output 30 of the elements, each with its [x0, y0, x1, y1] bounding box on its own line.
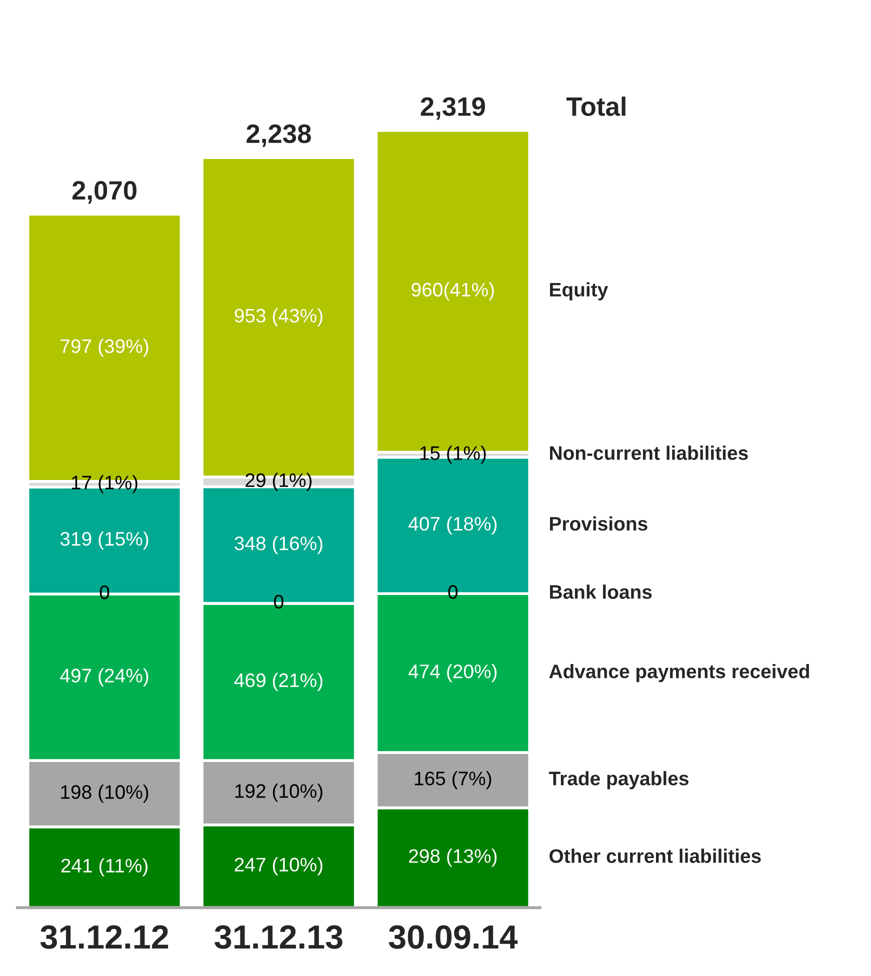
x-tick-label: 31.12.13: [214, 925, 342, 949]
data-label: 407 (18%): [408, 516, 497, 535]
total-label: 2,319: [420, 97, 485, 120]
data-label: 960(41%): [412, 282, 494, 300]
series-label: Bank loans: [550, 584, 652, 599]
data-label: 469 (21%): [234, 672, 322, 692]
data-label: 497 (24%): [60, 668, 148, 686]
data-label: 198 (10%): [61, 784, 148, 803]
data-label: 298 (13%): [409, 848, 497, 867]
data-label: 319 (15%): [60, 531, 148, 550]
text: Total: [566, 96, 626, 116]
data-label: 29 (1%): [246, 472, 312, 491]
x-tick-label: 31.12.12: [40, 925, 168, 949]
data-label: 165 (7%): [414, 771, 492, 790]
data-label: 348 (16%): [234, 536, 322, 554]
series-label: Advance payments received: [549, 664, 809, 682]
data-label: 241 (11%): [61, 858, 148, 876]
series-label: Other current liabilities: [550, 848, 761, 863]
data-label: 797 (39%): [60, 338, 148, 357]
x-tick-label: 30.09.14: [388, 925, 518, 949]
series-label: Trade payables: [548, 771, 688, 790]
data-label: 247 (10%): [234, 857, 322, 876]
data-label: 192 (10%): [235, 784, 322, 802]
series-label: Provisions: [550, 516, 648, 531]
series-label: Non-current liabilities: [550, 446, 748, 460]
series-label: Equity: [550, 282, 608, 300]
data-label: 474 (20%): [408, 664, 497, 682]
total-label: 2,238: [246, 124, 311, 147]
data-label: 953 (43%): [234, 308, 322, 326]
total-label: 2,070: [72, 181, 136, 204]
